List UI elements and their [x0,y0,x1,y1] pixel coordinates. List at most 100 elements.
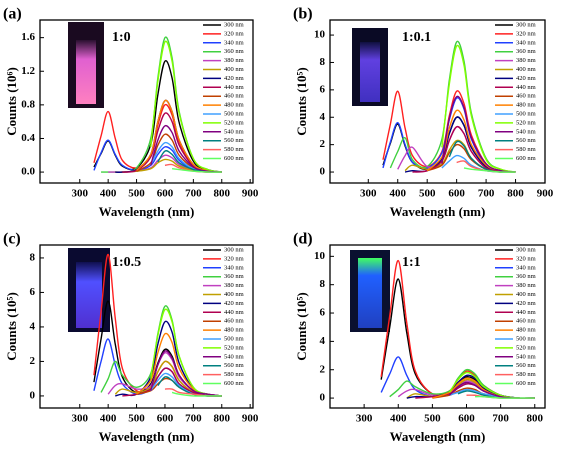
y-tick-label: 10 [314,29,326,41]
x-tick-label: 300 [356,413,373,425]
legend-label: 360 nm [224,273,244,280]
legend-label: 580 nm [516,371,536,378]
spectrum-line [448,140,516,173]
y-axis-label: Counts (10⁵) [4,292,19,361]
y-tick-label: 4 [320,335,326,347]
x-tick-label: 500 [424,413,441,425]
y-tick-label: 0 [30,389,36,401]
x-tick-label: 300 [72,413,89,425]
plot-frame [39,19,254,184]
legend-label: 380 nm [516,57,536,64]
y-tick-label: 8 [30,251,36,263]
x-tick-label: 900 [242,188,259,200]
y-axis-label: Counts (10⁵) [294,292,309,361]
legend-label: 480 nm [516,102,536,109]
legend-label: 440 nm [516,309,536,316]
legend-label: 540 nm [224,128,244,135]
legend-label: 440 nm [516,84,536,91]
legend-label: 580 nm [224,146,244,153]
x-tick-label: 500 [128,413,145,425]
y-tick-label: 0 [320,392,326,404]
legend-label: 360 nm [224,48,244,55]
x-tick-label: 500 [128,188,145,200]
y-axis-label: Counts (10⁵) [294,67,309,136]
x-tick-label: 800 [214,413,231,425]
spectrum-line [475,395,535,399]
x-axis-label: Wavelength (nm) [390,429,486,444]
legend-label: 500 nm [224,335,244,342]
y-tick-label: 10 [314,250,326,262]
legend-label: 300 nm [516,246,536,253]
ratio-annotation: 1:1 [402,255,421,270]
legend-label: 480 nm [224,327,244,334]
legend-label: 520 nm [516,344,536,351]
x-tick-label: 700 [478,188,495,200]
legend-label: 320 nm [516,255,536,262]
y-axis-label: Counts (10⁶) [4,67,19,136]
y-tick-label: 8 [320,56,326,68]
spectrum-line [441,44,516,173]
y-tick-label: 4 [320,111,326,123]
legend-label: 300 nm [224,246,244,253]
spectrum-line [150,124,222,173]
legend-label: 580 nm [516,146,536,153]
spectrum-line [171,391,222,397]
inset-photo [76,40,96,104]
legend-label: 540 nm [516,128,536,135]
legend-label: 420 nm [516,300,536,307]
ratio-annotation: 1:0.5 [112,255,141,270]
legend-label: 380 nm [224,57,244,64]
panel-label: (d) [293,231,313,248]
ratio-annotation: 1:0.1 [402,30,431,45]
legend-label: 400 nm [516,66,536,73]
legend-label: 560 nm [224,362,244,369]
x-tick-label: 900 [242,413,259,425]
x-tick-label: 300 [360,188,377,200]
legend-label: 560 nm [516,362,536,369]
legend-label: 380 nm [224,282,244,289]
x-tick-label: 400 [100,413,117,425]
y-tick-label: 6 [30,286,36,298]
x-tick-label: 600 [157,188,174,200]
y-tick-label: 2 [320,363,326,375]
inset-photo [76,262,102,328]
legend-label: 440 nm [224,84,244,91]
y-tick-label: 2 [320,138,326,150]
legend-label: 420 nm [224,300,244,307]
legend-label: 360 nm [516,273,536,280]
legend-label: 360 nm [516,48,536,55]
legend-label: 480 nm [516,327,536,334]
spectrum-line [382,116,516,173]
x-tick-label: 600 [458,413,475,425]
plot-frame [329,19,546,184]
x-tick-label: 400 [390,413,407,425]
y-tick-label: 0 [320,166,326,178]
plot-frame [329,244,546,409]
legend-label: 500 nm [224,110,244,117]
inset-photo [360,42,380,102]
legend-label: 560 nm [224,137,244,144]
x-axis-label: Wavelength (nm) [99,429,195,444]
ratio-annotation: 1:0 [112,30,131,45]
legend-label: 500 nm [516,335,536,342]
x-tick-label: 600 [448,188,465,200]
inset-photos [68,22,390,332]
x-tick-label: 600 [157,413,174,425]
spectrum-line [404,116,516,173]
x-tick-label: 700 [185,413,202,425]
y-tick-label: 0.8 [21,98,35,110]
x-tick-label: 400 [100,188,117,200]
legend-label: 540 nm [224,353,244,360]
y-tick-label: 6 [320,307,326,319]
legend-label: 540 nm [516,353,536,360]
panel-label: (b) [293,6,313,23]
x-tick-label: 800 [214,188,231,200]
legend-label: 340 nm [516,39,536,46]
legend-label: 600 nm [224,155,244,162]
y-tick-label: 1.2 [21,65,35,77]
legend-label: 320 nm [224,255,244,262]
legend-label: 340 nm [224,39,244,46]
y-tick-label: 0.4 [21,132,35,144]
y-tick-label: 8 [320,278,326,290]
